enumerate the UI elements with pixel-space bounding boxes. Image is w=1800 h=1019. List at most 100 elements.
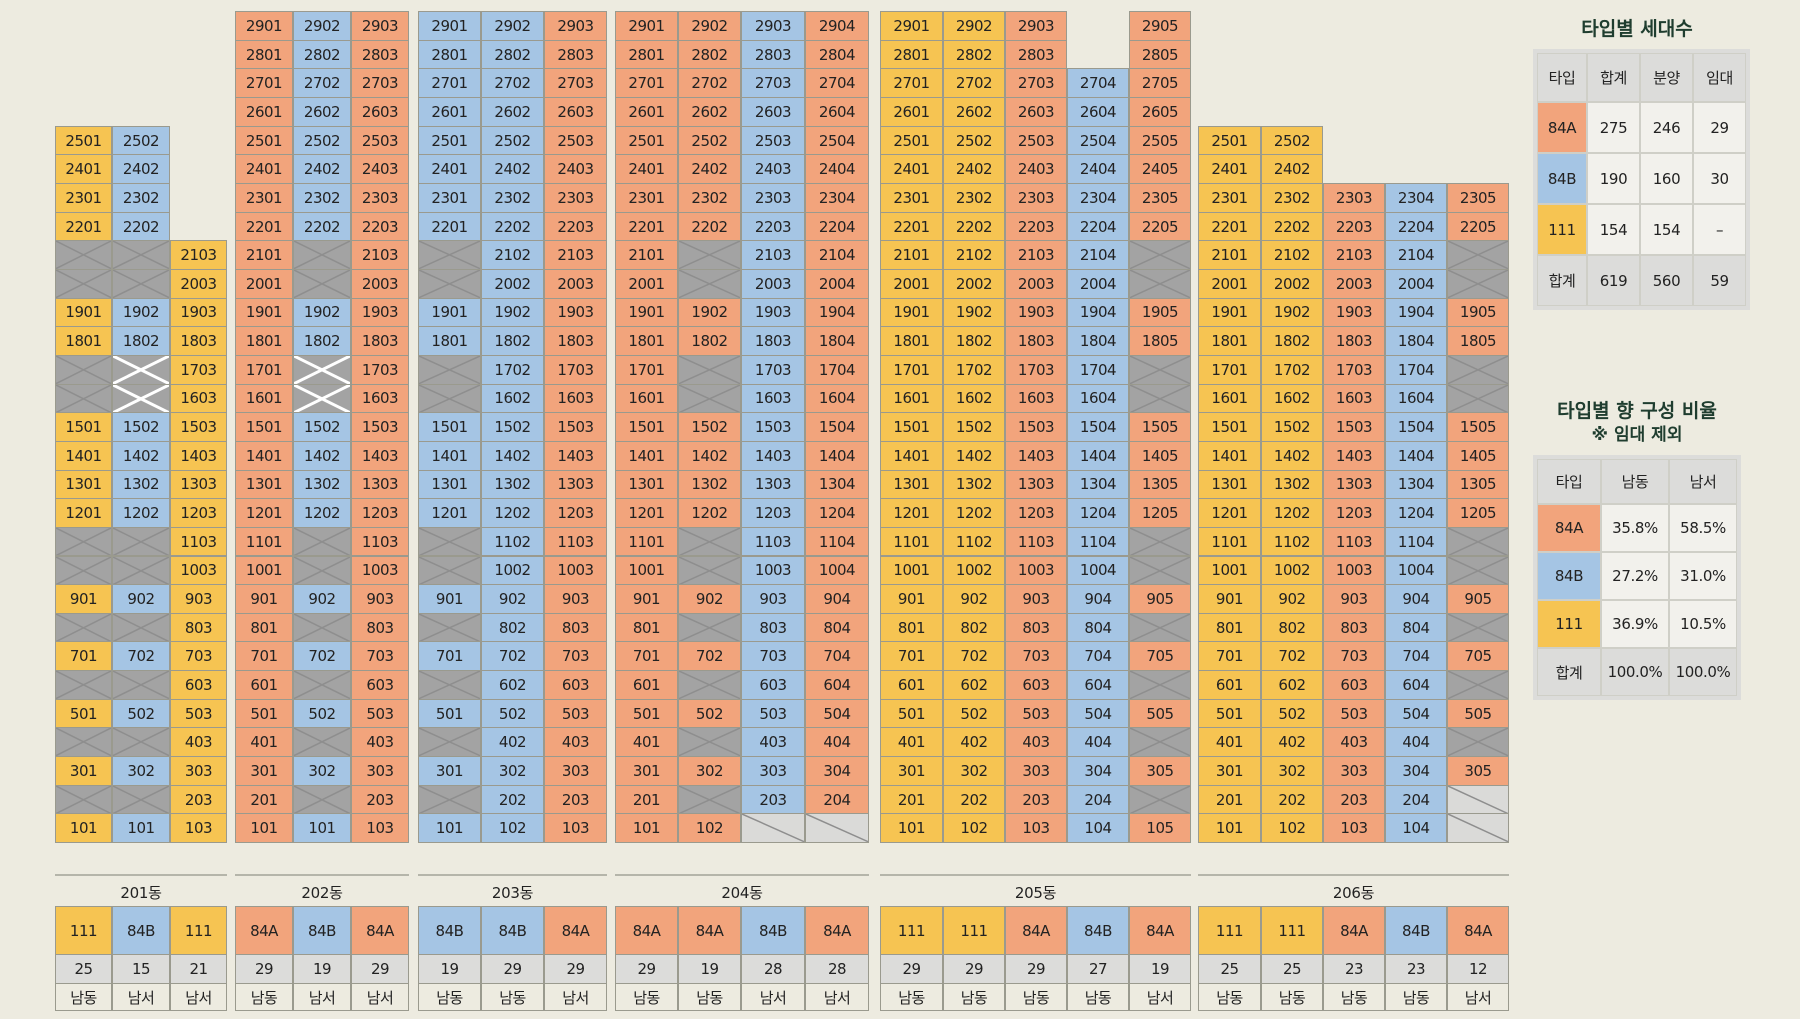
unit-number: 2003 — [1017, 274, 1055, 293]
table-type-label: 111 — [1537, 204, 1587, 255]
unit-number: 1003 — [557, 561, 594, 580]
unit-cell: 2901 — [418, 11, 481, 41]
unit-cell: 704 — [1385, 641, 1447, 672]
unit-number: 1201 — [431, 504, 468, 522]
table-header: 남동 — [1601, 459, 1669, 504]
unit-cell: 204 — [1067, 784, 1129, 815]
cross-icon — [1448, 241, 1508, 269]
unit-number: 1403 — [361, 446, 399, 465]
unit-number: 502 — [127, 704, 155, 723]
unit-number: 203 — [561, 790, 590, 809]
unit-number: 1103 — [754, 532, 792, 551]
unit-cell: 201 — [1198, 784, 1261, 815]
table-total-value: 59 — [1693, 255, 1746, 306]
unit-number: 401 — [250, 733, 278, 752]
unit-cell: 2704 — [1067, 68, 1129, 99]
unit-number: 1703 — [180, 360, 217, 379]
unit-cell: 703 — [741, 641, 805, 672]
unit-number: 2801 — [245, 45, 283, 64]
unit-cell: 1203 — [351, 498, 409, 528]
unit-cell: 2404 — [1067, 154, 1129, 185]
unit-number: 1302 — [122, 475, 160, 494]
column-count: 12 — [1447, 954, 1509, 984]
excluded-unit — [1129, 612, 1191, 643]
unit-cell: 2801 — [418, 39, 481, 70]
unit-cell: 1604 — [1067, 383, 1129, 414]
unit-cell: 2602 — [481, 97, 544, 127]
unit-number: 604 — [1084, 675, 1112, 694]
unit-cell: 204 — [1385, 784, 1447, 815]
unit-number: 303 — [561, 761, 590, 780]
unit-cell: 1801 — [1198, 326, 1261, 356]
excluded-unit — [418, 526, 481, 557]
unit-cell: 701 — [418, 641, 481, 672]
cross-icon — [56, 728, 111, 756]
unit-number: 2502 — [122, 131, 160, 150]
unit-number: 401 — [897, 733, 926, 752]
column-count: 21 — [170, 954, 227, 984]
cross-icon — [679, 671, 740, 699]
unit-number: 2204 — [818, 217, 856, 236]
unit-cell: 804 — [1067, 612, 1129, 643]
column-count: 29 — [544, 954, 607, 984]
unit-number: 2202 — [691, 217, 728, 236]
unit-number: 2302 — [303, 188, 341, 207]
unit-number: 2203 — [1017, 217, 1055, 236]
unit-number: 1203 — [754, 504, 792, 522]
unit-cell: 2504 — [1067, 125, 1129, 156]
unit-number: 2703 — [361, 74, 399, 93]
unit-cell: 2901 — [235, 11, 293, 41]
unit-number: 2101 — [245, 246, 283, 265]
unit-number: 2903 — [754, 16, 792, 35]
unit-number: 504 — [1402, 704, 1430, 723]
unit-number: 1001 — [893, 561, 930, 580]
unit-cell: 503 — [741, 698, 805, 729]
unit-cell: 1801 — [418, 326, 481, 356]
unit-cell: 702 — [293, 641, 351, 672]
column-count: 29 — [943, 954, 1005, 984]
unit-cell: 1203 — [170, 498, 227, 528]
unit-number: 1003 — [180, 561, 217, 580]
unit-number: 301 — [1215, 761, 1244, 780]
unit-cell: 1303 — [741, 469, 805, 500]
column-type: 111 — [1198, 906, 1261, 955]
cross-icon — [419, 728, 480, 756]
excluded-unit — [418, 354, 481, 385]
unit-cell: 2103 — [1323, 240, 1385, 270]
unit-number: 1703 — [361, 360, 399, 379]
unit-number: 903 — [759, 589, 787, 608]
unit-cell: 1403 — [1005, 440, 1067, 471]
unit-number: 2601 — [431, 102, 468, 121]
unit-cell: 1602 — [943, 383, 1005, 414]
unit-cell: 2403 — [1005, 154, 1067, 185]
unit-number: 2503 — [1017, 131, 1055, 150]
unit-number: 2604 — [1079, 102, 1117, 121]
unit-number: 1701 — [1211, 360, 1248, 379]
unit-cell: 403 — [544, 727, 607, 758]
unit-cell: 1602 — [481, 383, 544, 414]
column-direction: 남동 — [1198, 983, 1261, 1011]
excluded-unit — [1447, 555, 1509, 586]
unit-number: 2004 — [818, 274, 856, 293]
unit-cell: 301 — [55, 756, 112, 786]
unit-cell: 1403 — [170, 440, 227, 471]
unit-number: 1702 — [955, 360, 993, 379]
column-direction: 남서 — [351, 983, 409, 1011]
unit-cell: 102 — [678, 813, 741, 843]
unit-number: 302 — [498, 761, 527, 780]
unit-cell: 1602 — [1261, 383, 1323, 414]
unit-number: 2304 — [1079, 188, 1117, 207]
unit-number: 101 — [250, 819, 278, 838]
unit-cell: 1203 — [1005, 498, 1067, 528]
unit-number: 2901 — [431, 16, 468, 35]
excluded-unit — [55, 526, 112, 557]
unit-number: 1903 — [754, 303, 792, 322]
cross-icon — [294, 528, 350, 556]
unit-cell: 2402 — [112, 154, 170, 185]
excluded-unit — [418, 670, 481, 700]
unit-cell: 705 — [1447, 641, 1509, 672]
unit-number: 2302 — [122, 188, 160, 207]
unit-cell: 2701 — [880, 68, 943, 99]
unit-cell: 101 — [112, 813, 170, 843]
unit-number: 2502 — [1273, 131, 1311, 150]
